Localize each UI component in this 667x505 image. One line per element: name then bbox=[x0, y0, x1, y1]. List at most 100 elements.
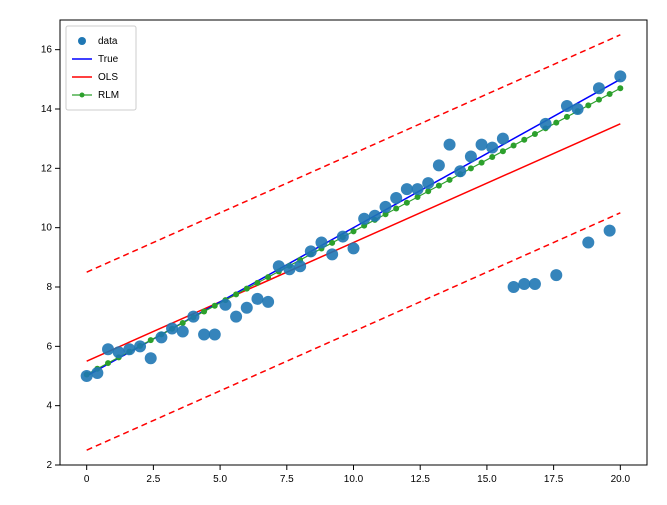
x-tick-label: 5.0 bbox=[213, 474, 227, 485]
y-tick-label: 8 bbox=[46, 282, 52, 293]
data-point bbox=[113, 346, 125, 358]
rlm-marker bbox=[532, 131, 538, 137]
rlm-marker bbox=[596, 97, 602, 103]
y-tick-label: 10 bbox=[41, 223, 53, 234]
rlm-marker bbox=[393, 205, 399, 211]
rlm-marker bbox=[468, 165, 474, 171]
y-tick-label: 16 bbox=[41, 45, 53, 56]
data-point bbox=[166, 323, 178, 335]
data-point bbox=[518, 278, 530, 290]
data-point bbox=[593, 82, 605, 94]
data-point bbox=[198, 328, 210, 340]
data-point bbox=[155, 331, 167, 343]
data-point bbox=[102, 343, 114, 355]
rlm-marker bbox=[329, 240, 335, 246]
rlm-marker bbox=[607, 91, 613, 97]
regression-chart: 02.55.07.510.012.515.017.520.02468101214… bbox=[0, 0, 667, 505]
data-point bbox=[454, 165, 466, 177]
legend-label: True bbox=[98, 54, 119, 65]
data-point bbox=[550, 269, 562, 281]
data-point bbox=[497, 133, 509, 145]
data-point bbox=[348, 242, 360, 254]
rlm-marker bbox=[500, 148, 506, 154]
data-point bbox=[230, 311, 242, 323]
x-tick-label: 20.0 bbox=[611, 474, 631, 485]
rlm-marker bbox=[511, 142, 517, 148]
rlm-marker bbox=[201, 309, 207, 315]
rlm-marker bbox=[479, 160, 485, 166]
y-tick-label: 14 bbox=[41, 104, 53, 115]
data-point bbox=[81, 370, 93, 382]
x-tick-label: 2.5 bbox=[146, 474, 160, 485]
rlm-marker bbox=[254, 280, 260, 286]
data-point bbox=[262, 296, 274, 308]
rlm-marker bbox=[521, 137, 527, 143]
data-point bbox=[209, 328, 221, 340]
rlm-marker bbox=[564, 114, 570, 120]
y-tick-label: 2 bbox=[46, 460, 52, 471]
data-point bbox=[91, 367, 103, 379]
x-tick-label: 17.5 bbox=[544, 474, 564, 485]
data-point bbox=[508, 281, 520, 293]
data-point bbox=[561, 100, 573, 112]
rlm-marker bbox=[425, 188, 431, 194]
data-point bbox=[187, 311, 199, 323]
data-point bbox=[177, 326, 189, 338]
data-point bbox=[572, 103, 584, 115]
data-point bbox=[540, 118, 552, 130]
data-point bbox=[145, 352, 157, 364]
legend-marker-rlm bbox=[80, 93, 85, 98]
y-tick-label: 4 bbox=[46, 401, 52, 412]
legend: data True OLS RLM bbox=[66, 26, 136, 110]
x-tick-label: 12.5 bbox=[410, 474, 430, 485]
x-tick-label: 0 bbox=[84, 474, 90, 485]
data-point bbox=[614, 70, 626, 82]
ols-upper-line bbox=[87, 35, 621, 272]
data-point bbox=[380, 201, 392, 213]
data-point bbox=[486, 142, 498, 154]
data-point bbox=[134, 340, 146, 352]
data-point bbox=[582, 237, 594, 249]
rlm-marker bbox=[617, 85, 623, 91]
data-point bbox=[294, 260, 306, 272]
rlm-marker bbox=[212, 303, 218, 309]
data-point bbox=[422, 177, 434, 189]
legend-label: data bbox=[98, 36, 118, 47]
x-tick-label: 10.0 bbox=[344, 474, 364, 485]
data-point bbox=[123, 343, 135, 355]
data-point bbox=[529, 278, 541, 290]
x-tick-label: 7.5 bbox=[280, 474, 294, 485]
data-point bbox=[465, 150, 477, 162]
rlm-marker bbox=[244, 286, 250, 292]
data-point bbox=[433, 159, 445, 171]
data-point bbox=[305, 245, 317, 257]
data-point bbox=[476, 139, 488, 151]
data-point bbox=[219, 299, 231, 311]
rlm-marker bbox=[404, 200, 410, 206]
rlm-marker bbox=[105, 360, 111, 366]
legend-label: OLS bbox=[98, 72, 118, 83]
legend-marker-data bbox=[78, 37, 86, 45]
rlm-marker bbox=[489, 154, 495, 160]
rlm-marker bbox=[553, 120, 559, 126]
data-point bbox=[401, 183, 413, 195]
data-point bbox=[251, 293, 263, 305]
series-group bbox=[81, 35, 627, 450]
data-point bbox=[283, 263, 295, 275]
legend-label: RLM bbox=[98, 90, 119, 101]
rlm-marker bbox=[148, 337, 154, 343]
data-point bbox=[241, 302, 253, 314]
rlm-marker bbox=[351, 228, 357, 234]
rlm-marker bbox=[265, 274, 271, 280]
x-tick-label: 15.0 bbox=[477, 474, 497, 485]
data-point bbox=[326, 248, 338, 260]
data-point bbox=[358, 213, 370, 225]
data-point bbox=[337, 231, 349, 243]
rlm-marker bbox=[180, 320, 186, 326]
data-point bbox=[604, 225, 616, 237]
rlm-marker bbox=[447, 177, 453, 183]
data-point bbox=[412, 183, 424, 195]
rlm-marker bbox=[585, 102, 591, 108]
y-tick-label: 6 bbox=[46, 341, 52, 352]
rlm-marker bbox=[436, 183, 442, 189]
